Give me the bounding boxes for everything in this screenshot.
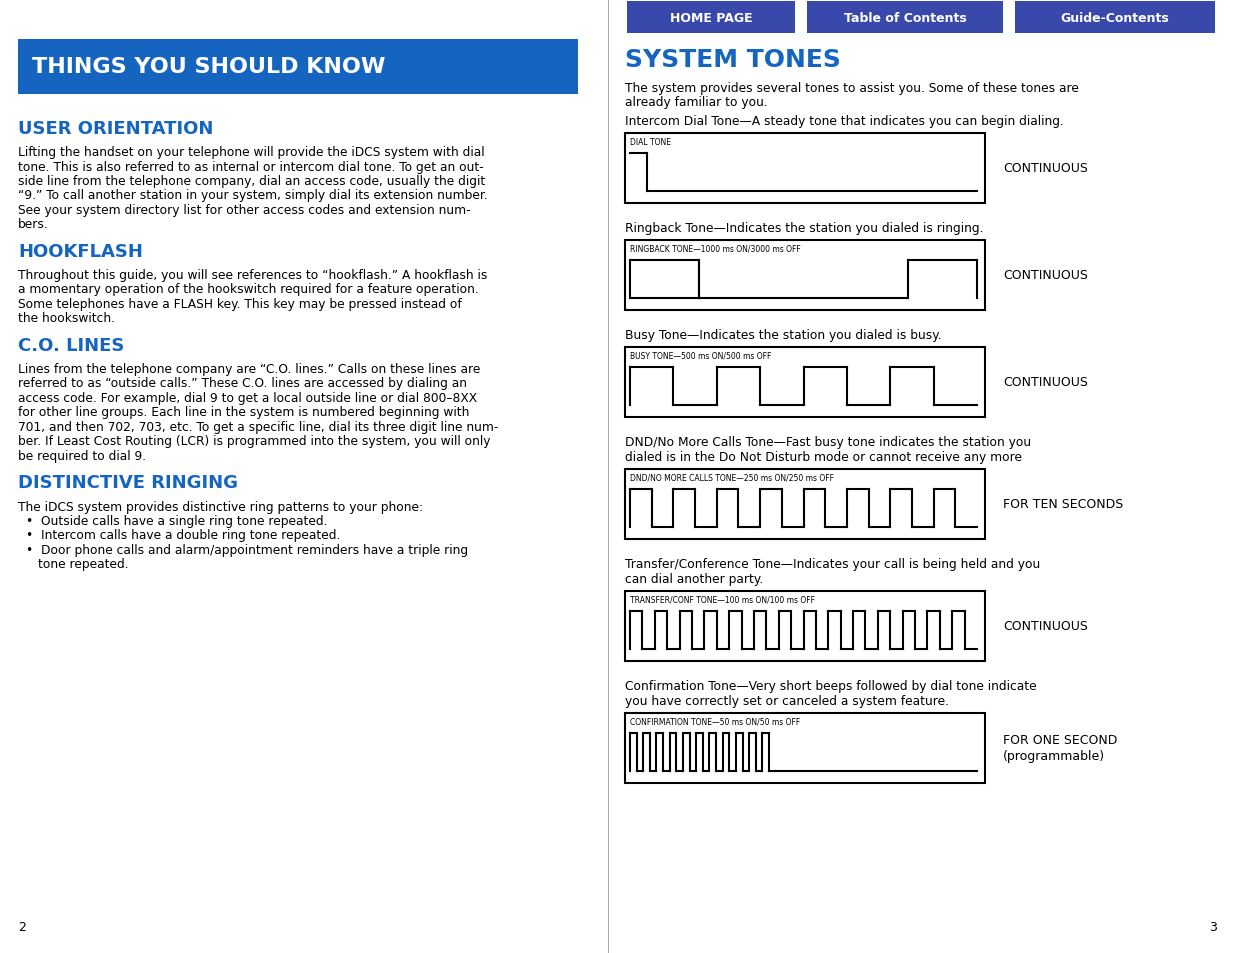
Text: RINGBACK TONE—1000 ms ON/3000 ms OFF: RINGBACK TONE—1000 ms ON/3000 ms OFF — [630, 245, 800, 253]
Text: •  Intercom calls have a double ring tone repeated.: • Intercom calls have a double ring tone… — [26, 529, 341, 542]
Text: DISTINCTIVE RINGING: DISTINCTIVE RINGING — [19, 474, 238, 492]
Text: be required to dial 9.: be required to dial 9. — [19, 450, 146, 462]
Bar — [1015, 2, 1215, 34]
Bar — [806, 2, 1003, 34]
Text: The iDCS system provides distinctive ring patterns to your phone:: The iDCS system provides distinctive rin… — [19, 500, 424, 513]
Text: Transfer/Conference Tone—Indicates your call is being held and you: Transfer/Conference Tone—Indicates your … — [625, 558, 1040, 571]
Text: “9.” To call another station in your system, simply dial its extension number.: “9.” To call another station in your sys… — [19, 190, 488, 202]
Bar — [625, 592, 986, 661]
Text: Throughout this guide, you will see references to “hookflash.” A hookflash is: Throughout this guide, you will see refe… — [19, 269, 488, 282]
Text: Lines from the telephone company are “C.O. lines.” Calls on these lines are: Lines from the telephone company are “C.… — [19, 363, 480, 375]
Text: FOR TEN SECONDS: FOR TEN SECONDS — [1003, 498, 1124, 511]
Text: can dial another party.: can dial another party. — [625, 573, 763, 585]
Text: 701, and then 702, 703, etc. To get a specific line, dial its three digit line n: 701, and then 702, 703, etc. To get a sp… — [19, 420, 499, 434]
Text: Some telephones have a FLASH key. This key may be pressed instead of: Some telephones have a FLASH key. This k… — [19, 297, 462, 311]
Text: •  Outside calls have a single ring tone repeated.: • Outside calls have a single ring tone … — [26, 515, 327, 527]
Bar — [625, 348, 986, 417]
Text: CONTINUOUS: CONTINUOUS — [1003, 269, 1088, 282]
Text: USER ORIENTATION: USER ORIENTATION — [19, 120, 214, 138]
Text: •  Door phone calls and alarm/appointment reminders have a triple ring: • Door phone calls and alarm/appointment… — [26, 543, 468, 557]
Bar — [625, 133, 986, 204]
Text: ber. If Least Cost Routing (LCR) is programmed into the system, you will only: ber. If Least Cost Routing (LCR) is prog… — [19, 435, 490, 448]
Text: BUSY TONE—500 ms ON/500 ms OFF: BUSY TONE—500 ms ON/500 ms OFF — [630, 352, 772, 360]
Text: Confirmation Tone—Very short beeps followed by dial tone indicate: Confirmation Tone—Very short beeps follo… — [625, 679, 1036, 692]
Bar — [625, 470, 986, 539]
Text: SYSTEM TONES: SYSTEM TONES — [625, 48, 841, 71]
Text: Ringback Tone—Indicates the station you dialed is ringing.: Ringback Tone—Indicates the station you … — [625, 222, 983, 234]
Text: THINGS YOU SHOULD KNOW: THINGS YOU SHOULD KNOW — [32, 57, 385, 77]
Text: HOME PAGE: HOME PAGE — [669, 11, 752, 25]
Text: you have correctly set or canceled a system feature.: you have correctly set or canceled a sys… — [625, 695, 948, 707]
Text: tone repeated.: tone repeated. — [38, 558, 128, 571]
Text: See your system directory list for other access codes and extension num-: See your system directory list for other… — [19, 204, 471, 216]
Bar — [625, 713, 986, 783]
Text: DND/NO MORE CALLS TONE—250 ms ON/250 ms OFF: DND/NO MORE CALLS TONE—250 ms ON/250 ms … — [630, 474, 834, 482]
Text: Busy Tone—Indicates the station you dialed is busy.: Busy Tone—Indicates the station you dial… — [625, 329, 941, 341]
Text: CONTINUOUS: CONTINUOUS — [1003, 162, 1088, 175]
Text: The system provides several tones to assist you. Some of these tones are: The system provides several tones to ass… — [625, 82, 1079, 95]
Text: HOOKFLASH: HOOKFLASH — [19, 243, 143, 261]
Bar — [19, 40, 578, 95]
Text: C.O. LINES: C.O. LINES — [19, 336, 125, 355]
Text: FOR ONE SECOND: FOR ONE SECOND — [1003, 734, 1118, 747]
Text: CONFIRMATION TONE—50 ms ON/50 ms OFF: CONFIRMATION TONE—50 ms ON/50 ms OFF — [630, 718, 800, 726]
Text: Table of Contents: Table of Contents — [844, 11, 966, 25]
Text: 3: 3 — [1209, 920, 1216, 933]
Text: bers.: bers. — [19, 218, 48, 232]
Text: 2: 2 — [19, 920, 26, 933]
Text: already familiar to you.: already familiar to you. — [625, 96, 768, 109]
Text: (programmable): (programmable) — [1003, 750, 1105, 762]
Text: DIAL TONE: DIAL TONE — [630, 138, 671, 147]
Bar — [625, 241, 986, 311]
Text: side line from the telephone company, dial an access code, usually the digit: side line from the telephone company, di… — [19, 174, 485, 188]
Text: for other line groups. Each line in the system is numbered beginning with: for other line groups. Each line in the … — [19, 406, 469, 419]
Text: dialed is in the Do Not Disturb mode or cannot receive any more: dialed is in the Do Not Disturb mode or … — [625, 451, 1023, 463]
Text: tone. This is also referred to as internal or intercom dial tone. To get an out-: tone. This is also referred to as intern… — [19, 160, 484, 173]
Text: CONTINUOUS: CONTINUOUS — [1003, 376, 1088, 389]
Text: Lifting the handset on your telephone will provide the iDCS system with dial: Lifting the handset on your telephone wi… — [19, 146, 484, 159]
Text: Intercom Dial Tone—A steady tone that indicates you can begin dialing.: Intercom Dial Tone—A steady tone that in… — [625, 115, 1063, 128]
Text: access code. For example, dial 9 to get a local outside line or dial 800–8XX: access code. For example, dial 9 to get … — [19, 392, 477, 405]
Text: Guide-Contents: Guide-Contents — [1061, 11, 1170, 25]
Text: CONTINUOUS: CONTINUOUS — [1003, 619, 1088, 633]
Text: the hookswitch.: the hookswitch. — [19, 313, 115, 325]
Text: TRANSFER/CONF TONE—100 ms ON/100 ms OFF: TRANSFER/CONF TONE—100 ms ON/100 ms OFF — [630, 596, 815, 604]
Bar — [627, 2, 795, 34]
Text: a momentary operation of the hookswitch required for a feature operation.: a momentary operation of the hookswitch … — [19, 283, 479, 296]
Text: DND/No More Calls Tone—Fast busy tone indicates the station you: DND/No More Calls Tone—Fast busy tone in… — [625, 436, 1031, 449]
Text: referred to as “outside calls.” These C.O. lines are accessed by dialing an: referred to as “outside calls.” These C.… — [19, 377, 467, 390]
